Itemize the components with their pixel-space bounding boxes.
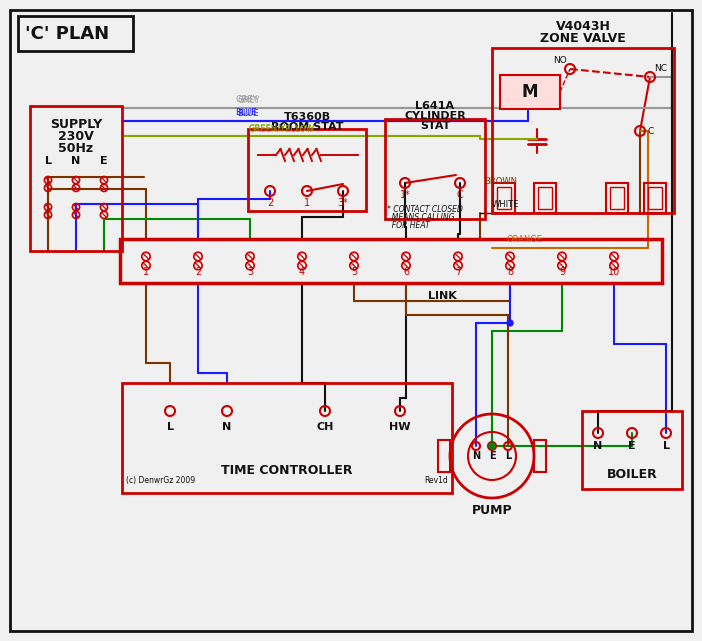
Bar — [648, 187, 662, 209]
Bar — [538, 187, 552, 209]
Text: E: E — [100, 156, 108, 166]
Text: 50Hz: 50Hz — [58, 142, 93, 154]
Text: CYLINDER: CYLINDER — [404, 111, 466, 121]
Text: STAT: STAT — [420, 121, 450, 131]
Bar — [606, 183, 628, 213]
Text: MEANS CALLING: MEANS CALLING — [387, 213, 454, 222]
Bar — [493, 183, 515, 213]
Text: FOR HEAT: FOR HEAT — [387, 221, 430, 230]
Text: 1: 1 — [304, 198, 310, 208]
Bar — [534, 440, 546, 472]
Text: 3*: 3* — [338, 198, 348, 208]
Text: L: L — [44, 156, 51, 166]
Text: * CONTACT CLOSED: * CONTACT CLOSED — [387, 205, 463, 214]
Text: 4: 4 — [299, 267, 305, 277]
Text: BLUE: BLUE — [237, 109, 258, 118]
Text: WHITE: WHITE — [492, 200, 519, 209]
Text: N: N — [472, 451, 480, 461]
Text: N: N — [593, 441, 602, 451]
Text: C: C — [647, 126, 654, 135]
Text: V4043H: V4043H — [555, 19, 611, 33]
Text: 230V: 230V — [58, 129, 94, 142]
Text: GREY: GREY — [237, 96, 260, 105]
Text: TIME CONTROLLER: TIME CONTROLLER — [221, 465, 352, 478]
Text: M: M — [522, 83, 538, 101]
Text: 7: 7 — [455, 267, 461, 277]
Bar — [120, 239, 662, 283]
Text: L: L — [166, 422, 173, 432]
Text: L641A: L641A — [416, 101, 455, 111]
Circle shape — [489, 443, 495, 449]
Text: 2: 2 — [195, 267, 201, 277]
Bar — [500, 75, 560, 109]
Bar — [644, 183, 666, 213]
Text: L: L — [663, 441, 670, 451]
Text: LINK: LINK — [428, 291, 456, 301]
Text: N: N — [223, 422, 232, 432]
Text: T6360B: T6360B — [284, 112, 331, 122]
Text: E: E — [628, 441, 636, 451]
Text: BOILER: BOILER — [607, 469, 657, 481]
Bar — [610, 187, 624, 209]
Text: (c) DenwrGz 2009: (c) DenwrGz 2009 — [126, 476, 195, 485]
Bar — [18, 16, 133, 51]
Text: ZONE VALVE: ZONE VALVE — [540, 31, 626, 44]
Text: N: N — [72, 156, 81, 166]
Text: C: C — [456, 190, 463, 200]
Text: 2: 2 — [267, 198, 273, 208]
Text: L: L — [505, 451, 511, 461]
Text: 'C' PLAN: 'C' PLAN — [25, 25, 109, 43]
Circle shape — [507, 320, 513, 326]
Text: NC: NC — [654, 63, 667, 72]
Text: GREY: GREY — [235, 95, 258, 104]
Text: 5: 5 — [351, 267, 357, 277]
Text: E: E — [489, 451, 496, 461]
Text: NO: NO — [553, 56, 567, 65]
Text: GREEN/YELLOW: GREEN/YELLOW — [248, 123, 314, 132]
Text: BLUE: BLUE — [235, 108, 256, 117]
Text: 3: 3 — [247, 267, 253, 277]
Text: ROOM STAT: ROOM STAT — [271, 122, 343, 132]
Bar — [30, 106, 122, 251]
Text: 9: 9 — [559, 267, 565, 277]
Text: 1: 1 — [143, 267, 149, 277]
Bar — [534, 183, 556, 213]
Bar — [582, 411, 682, 489]
Text: SUPPLY: SUPPLY — [50, 117, 102, 131]
Bar — [497, 187, 511, 209]
Bar — [122, 383, 452, 493]
Text: PUMP: PUMP — [472, 504, 512, 517]
Bar — [248, 129, 366, 211]
Bar — [492, 48, 674, 213]
Text: BROWN: BROWN — [484, 176, 517, 185]
Text: HW: HW — [389, 422, 411, 432]
Text: 8: 8 — [507, 267, 513, 277]
Bar — [385, 119, 485, 219]
Text: 10: 10 — [608, 267, 620, 277]
Text: CH: CH — [317, 422, 333, 432]
Text: GREEN/YELLOW: GREEN/YELLOW — [248, 124, 314, 133]
Text: Rev1d: Rev1d — [424, 476, 448, 485]
Bar — [438, 440, 450, 472]
Text: 6: 6 — [403, 267, 409, 277]
Text: ORANGE: ORANGE — [506, 235, 542, 244]
Text: 1*: 1* — [399, 190, 411, 200]
